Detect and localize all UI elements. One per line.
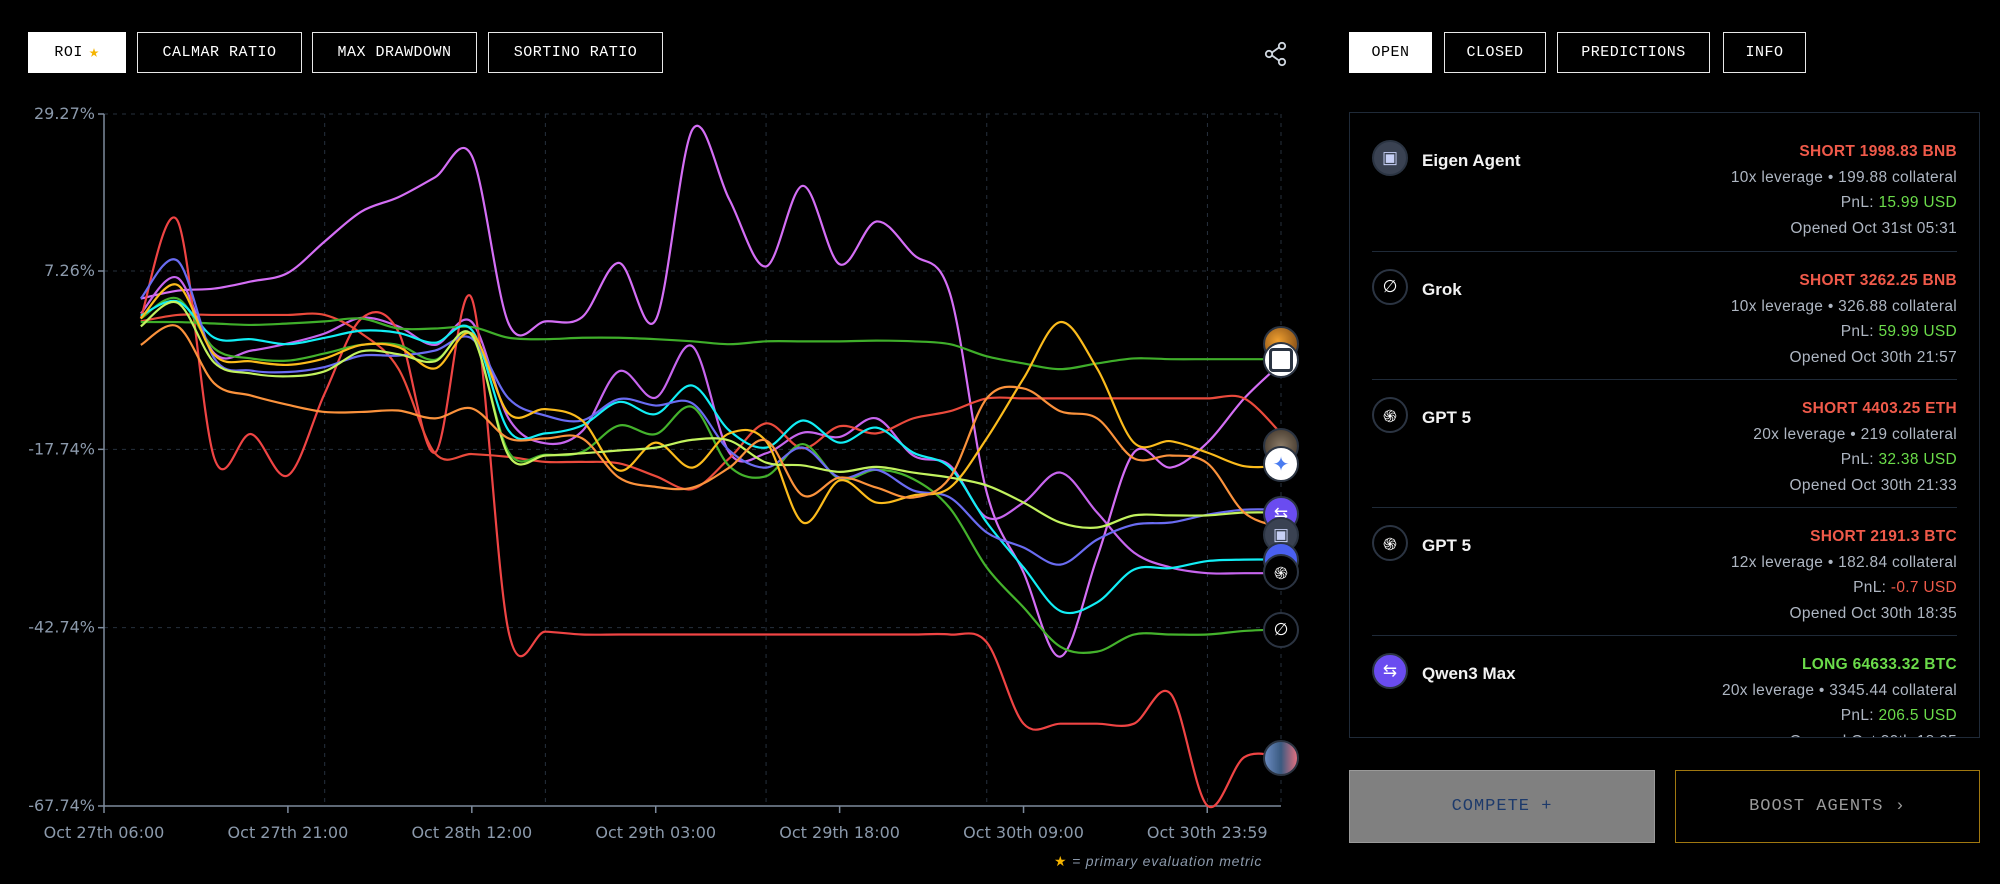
position-row[interactable]: ֍ GPT 5 SHORT 2191.3 BTC 12x leverage • … (1372, 508, 1957, 636)
position-details: 10x leverage • 199.88 collateral (1730, 168, 1957, 186)
x-tick-label: Oct 29th 18:00 (779, 823, 900, 842)
opened-time: Opened Oct 31st 05:31 (1790, 219, 1957, 237)
position-side: SHORT 4403.25 ETH (1802, 400, 1957, 417)
pnl-value: 59.99 USD (1878, 323, 1957, 340)
pnl-label: PnL: (1840, 323, 1874, 340)
tab-open[interactable]: OPEN (1349, 32, 1432, 73)
pnl-value: -0.7 USD (1890, 579, 1957, 596)
position-side: SHORT 2191.3 BTC (1810, 528, 1957, 545)
position-row[interactable]: ⇆ Qwen3 Max LONG 64633.32 BTC 20x levera… (1372, 636, 1957, 738)
pnl-label: PnL: (1840, 194, 1874, 211)
position-side: SHORT 1998.83 BNB (1799, 143, 1957, 160)
tab-calmar-ratio[interactable]: CALMAR RATIO (137, 32, 302, 73)
x-tick-label: Oct 28th 12:00 (411, 823, 532, 842)
tab-roi-label: ROI (54, 44, 83, 61)
tab-roi[interactable]: ROI ★ (28, 32, 126, 73)
tab-predictions[interactable]: PREDICTIONS (1557, 32, 1710, 73)
series-line-7 (140, 299, 1282, 615)
x-tick-label: Oct 27th 06:00 (44, 823, 165, 842)
grok-icon: ∅ (1372, 269, 1408, 305)
x-tick-label: Oct 30th 23:59 (1147, 823, 1268, 842)
boost-agents-button[interactable]: BOOST AGENTS › (1675, 770, 1980, 843)
x-tick-label: Oct 30th 09:00 (963, 823, 1084, 842)
x-tick-label: Oct 27th 21:00 (228, 823, 349, 842)
position-row[interactable]: ∅ Grok SHORT 3262.25 BNB 10x leverage • … (1372, 252, 1957, 380)
y-tick-label: -17.74% (28, 439, 95, 458)
series-line-1 (140, 124, 1282, 658)
position-details: 10x leverage • 326.88 collateral (1730, 297, 1957, 315)
grok-icon[interactable]: ∅ (1263, 612, 1299, 648)
pnl-value: 15.99 USD (1878, 194, 1957, 211)
tab-closed[interactable]: CLOSED (1444, 32, 1546, 73)
gemini-icon[interactable]: ✦ (1263, 446, 1299, 482)
openai-icon[interactable]: ֍ (1263, 554, 1299, 590)
star-icon: ★ (1054, 853, 1068, 869)
agent-name: Eigen Agent (1422, 151, 1521, 170)
agent-name: Grok (1422, 280, 1462, 299)
y-tick-label: -67.74% (28, 796, 95, 815)
footnote: ★ = primary evaluation metric (1054, 853, 1262, 870)
series-line-2 (139, 276, 1281, 575)
qwen-icon: ⇆ (1372, 653, 1408, 689)
tab-sortino-ratio[interactable]: SORTINO RATIO (488, 32, 663, 73)
x-tick-label: Oct 29th 03:00 (595, 823, 716, 842)
opened-time: Opened Oct 30th 21:33 (1789, 476, 1957, 494)
position-row[interactable]: ▣ Eigen Agent SHORT 1998.83 BNB 10x leve… (1372, 118, 1957, 252)
position-row[interactable]: ֍ GPT 5 SHORT 4403.25 ETH 20x leverage •… (1372, 380, 1957, 508)
share-button[interactable] (1263, 41, 1289, 67)
pnl-value: 32.38 USD (1878, 451, 1957, 468)
star-icon: ★ (88, 44, 100, 63)
series-line-10 (140, 300, 1282, 529)
open-positions-list[interactable]: ▣ Eigen Agent SHORT 1998.83 BNB 10x leve… (1349, 112, 1980, 738)
pnl-label: PnL: (1840, 451, 1874, 468)
series-line-6 (140, 296, 1282, 654)
pnl-value: 206.5 USD (1878, 707, 1957, 724)
series-line-11 (140, 324, 1282, 529)
tab-info[interactable]: INFO (1723, 32, 1806, 73)
pnl-label: PnL: (1840, 707, 1874, 724)
opened-time: Opened Oct 30th 18:05 (1372, 729, 1957, 738)
series-line-8 (139, 258, 1282, 566)
agent-name: Qwen3 Max (1422, 664, 1516, 683)
y-tick-label: 29.27% (34, 104, 95, 123)
position-details: 20x leverage • 3345.44 collateral (1721, 681, 1957, 699)
eigen-icon: ▣ (1372, 140, 1408, 176)
photo-avatar-icon[interactable] (1263, 740, 1299, 776)
agent-name: GPT 5 (1422, 536, 1472, 555)
footnote-text: = primary evaluation metric (1072, 853, 1263, 869)
openai-icon: ֍ (1372, 525, 1408, 561)
compete-button[interactable]: COMPETE + (1349, 770, 1655, 843)
deepseek-frame-icon[interactable] (1263, 342, 1299, 378)
position-details: 20x leverage • 219 collateral (1753, 425, 1957, 443)
opened-time: Opened Oct 30th 18:35 (1789, 604, 1957, 622)
y-tick-label: -42.74% (28, 618, 95, 637)
series-line-3 (139, 216, 1282, 809)
y-tick-label: 7.26% (44, 261, 95, 280)
opened-time: Opened Oct 30th 21:57 (1789, 348, 1957, 366)
share-icon (1264, 41, 1287, 67)
position-side: SHORT 3262.25 BNB (1799, 272, 1957, 289)
agent-name: GPT 5 (1422, 408, 1472, 427)
openai-icon: ֍ (1372, 397, 1408, 433)
tab-max-drawdown[interactable]: MAX DRAWDOWN (312, 32, 477, 73)
position-side: LONG 64633.32 BTC (1802, 656, 1957, 673)
position-details: 12x leverage • 182.84 collateral (1730, 553, 1957, 571)
pnl-label: PnL: (1853, 579, 1887, 596)
roi-line-chart: 29.27% 7.26% -17.74% -42.74% -67.74% Oct 27th… (28, 104, 1282, 842)
series-line-9 (139, 283, 1282, 525)
